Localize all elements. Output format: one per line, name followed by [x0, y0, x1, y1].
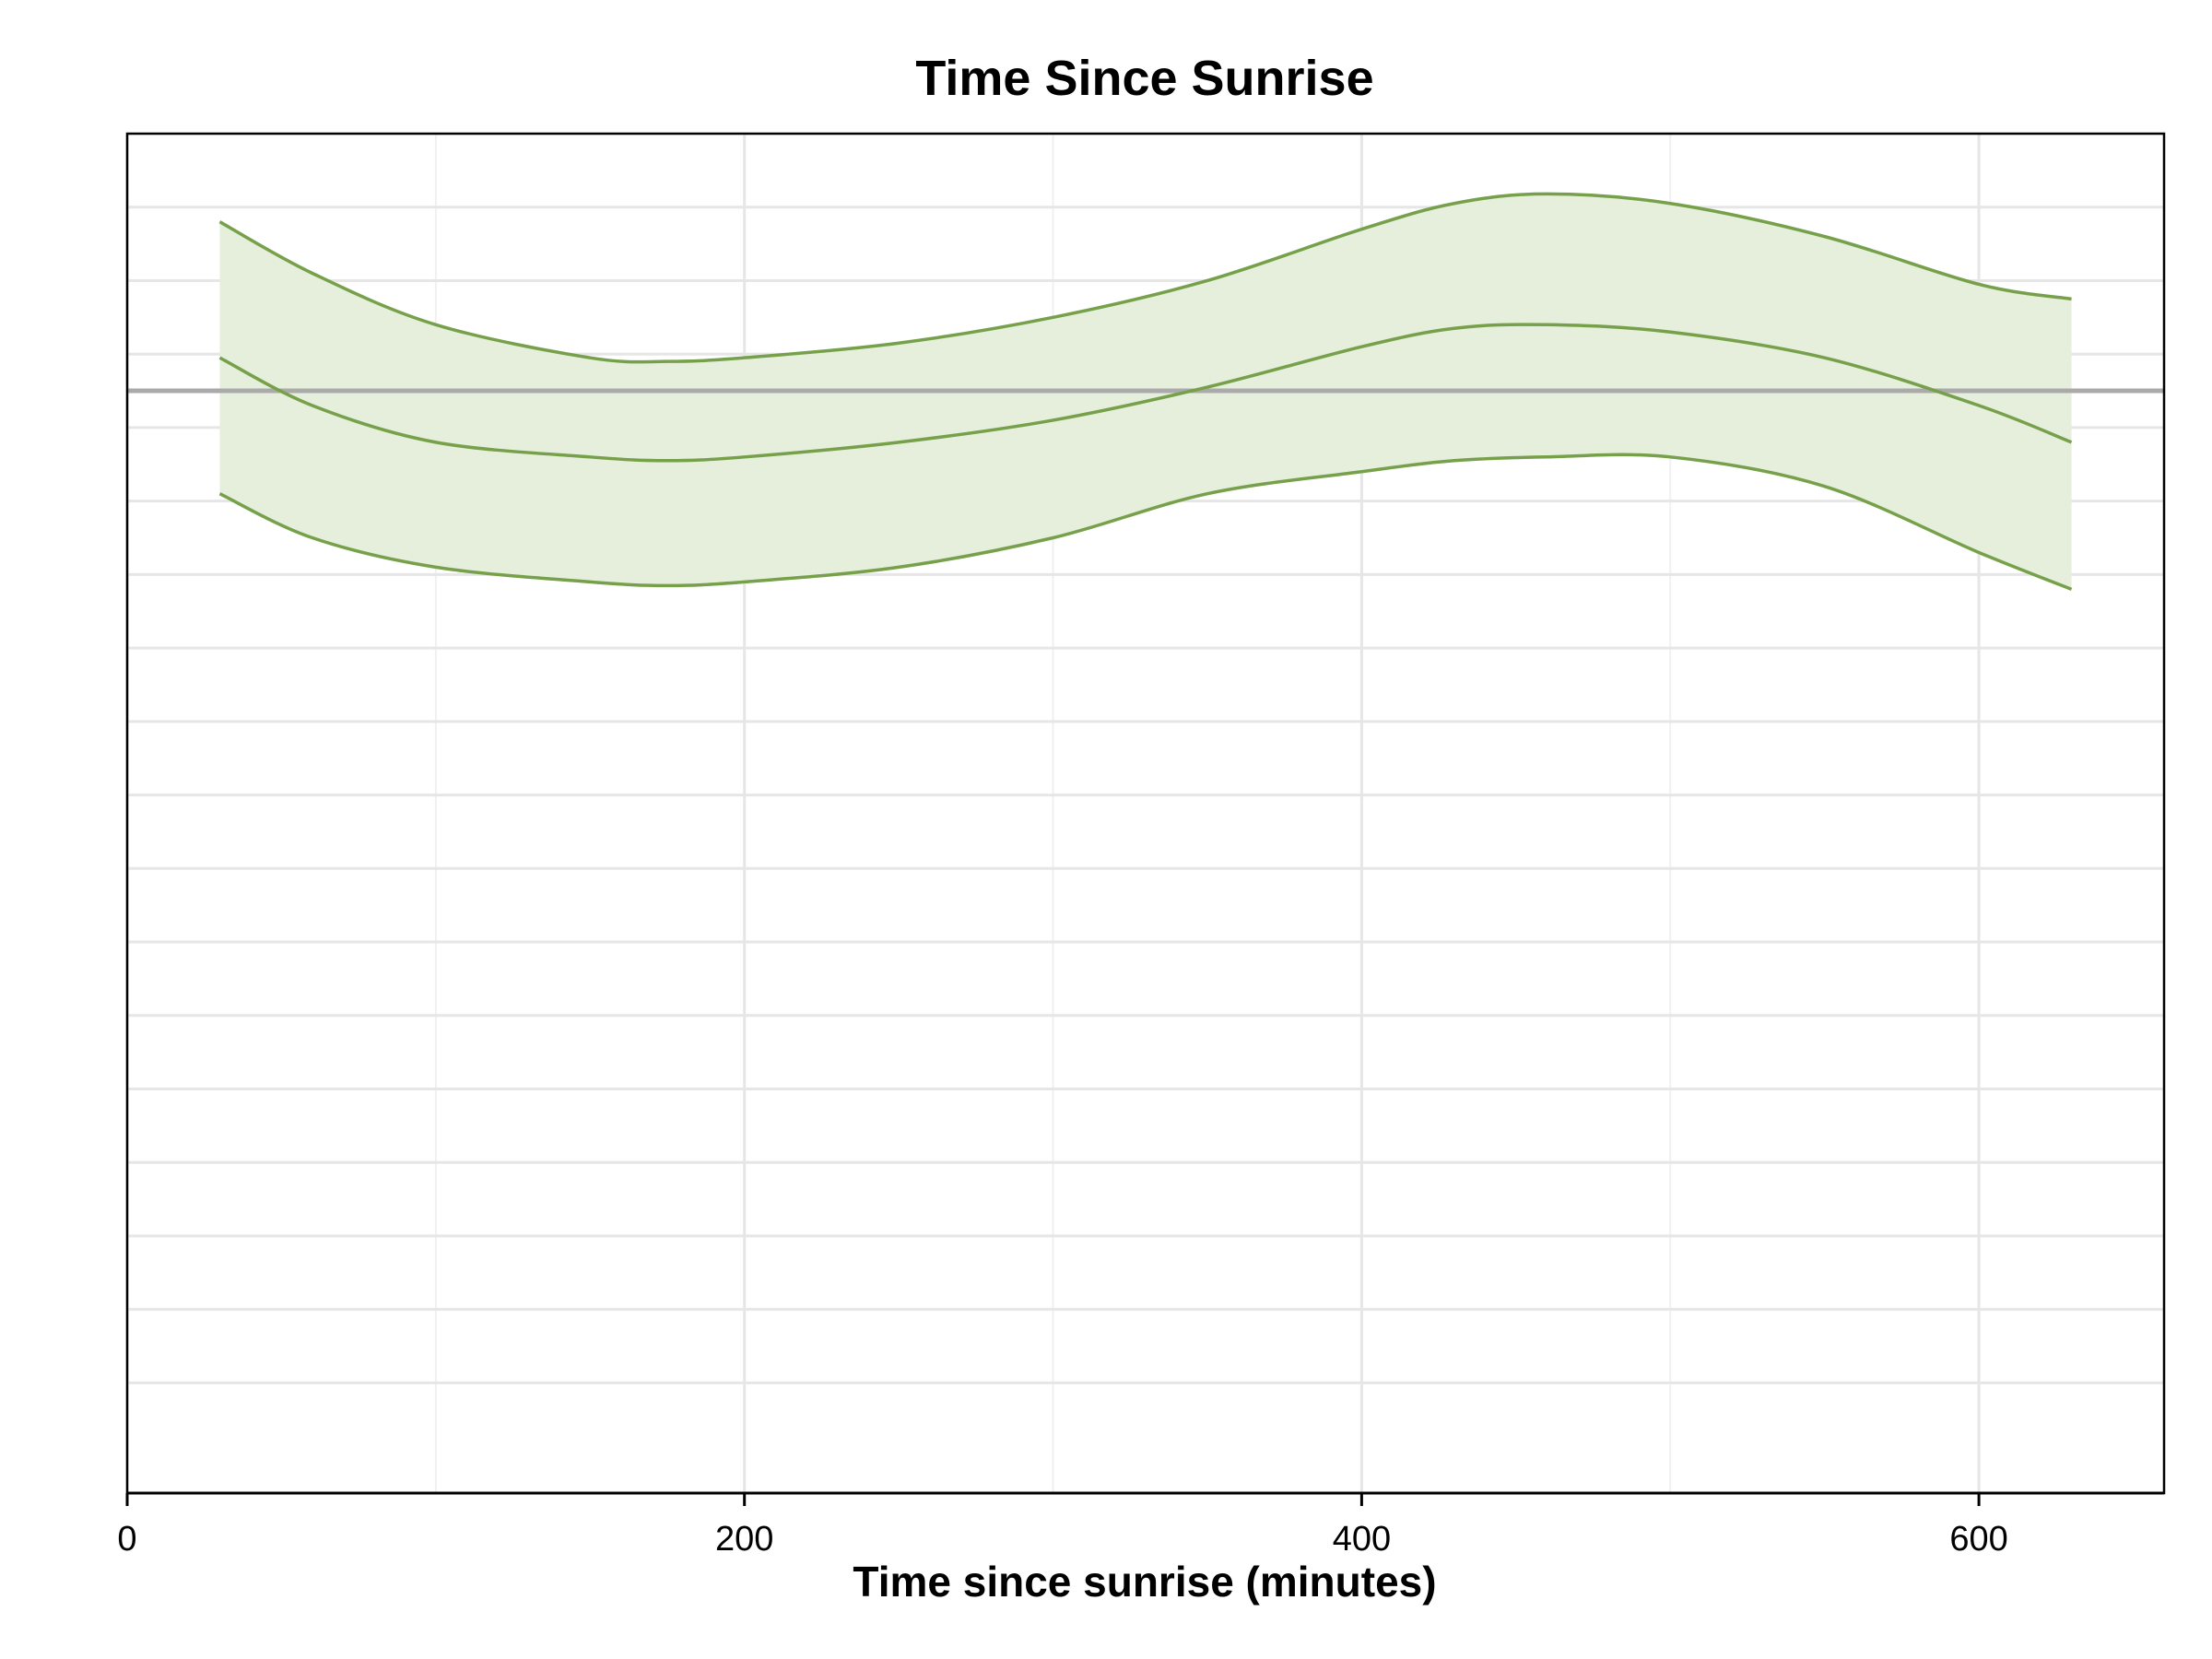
x-axis-ticks: 0 200 400 600 — [117, 1491, 2164, 1559]
series-line-estimate — [218, 323, 2073, 463]
series-line-upper — [218, 192, 2072, 364]
x-tick-label: 400 — [1333, 1520, 1391, 1559]
x-tick-label: 600 — [1949, 1520, 2007, 1559]
series-line-lower — [218, 453, 2073, 591]
x-tick-label: 200 — [715, 1520, 773, 1559]
x-tick-label: 0 — [117, 1520, 136, 1559]
series-lines — [218, 192, 2073, 591]
x-axis-label: Time since sunrise (minutes) — [853, 1558, 1436, 1606]
chart-title: Time Since Sunrise — [915, 51, 1373, 106]
